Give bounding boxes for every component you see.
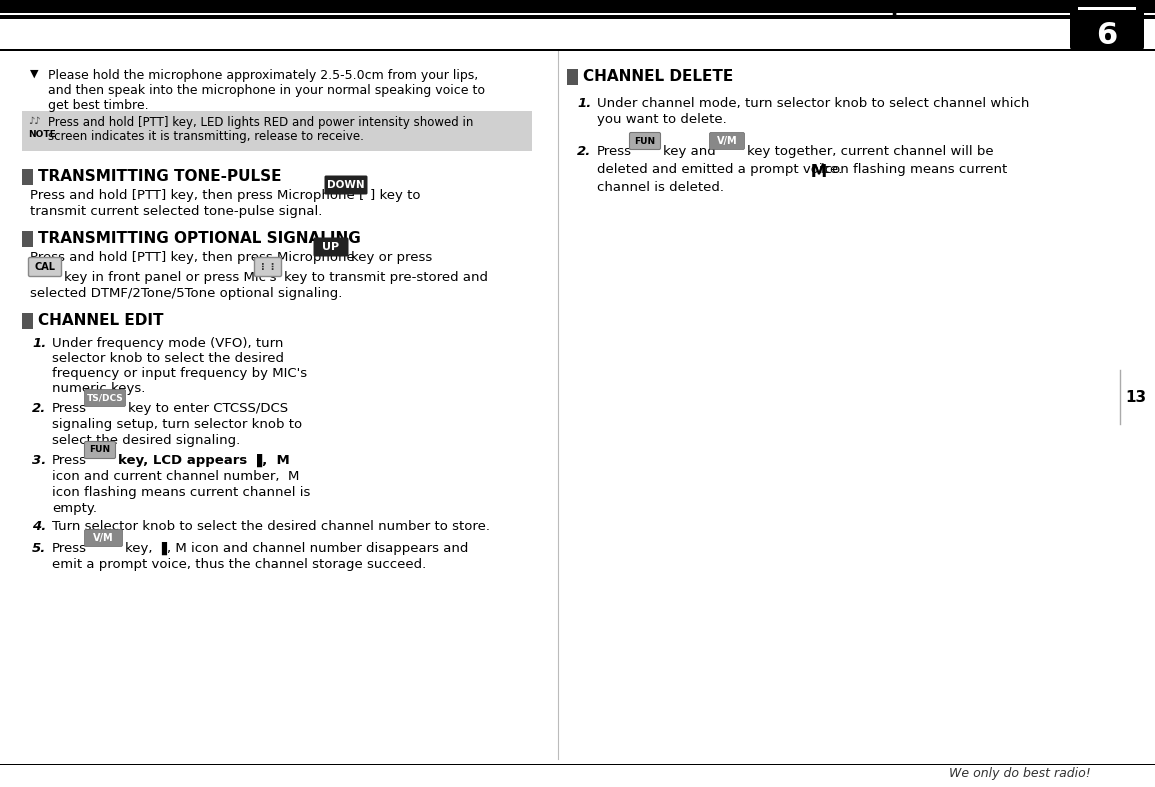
Bar [22,231,33,247]
Text: signaling setup, turn selector knob to: signaling setup, turn selector knob to [52,418,303,431]
Text: Press and hold [PTT] key, then press Microphone: Press and hold [PTT] key, then press Mic… [30,251,355,264]
Text: 2.: 2. [32,402,46,415]
Text: Basic  Operations: Basic Operations [797,0,1004,17]
FancyBboxPatch shape [709,132,745,150]
Text: icon flashing means current channel is: icon flashing means current channel is [52,486,311,499]
Text: Press: Press [52,402,87,415]
Text: 1.: 1. [578,97,591,110]
Text: selector knob to select the desired: selector knob to select the desired [52,352,284,365]
Text: 5.: 5. [32,542,46,555]
Text: TRANSMITTING OPTIONAL SIGNALING: TRANSMITTING OPTIONAL SIGNALING [38,231,360,246]
Text: CAL: CAL [35,262,55,272]
Text: FUN: FUN [89,445,111,455]
Text: 3.: 3. [32,454,46,467]
Text: key to enter CTCSS/DCS: key to enter CTCSS/DCS [128,402,288,415]
FancyBboxPatch shape [629,132,661,150]
FancyBboxPatch shape [84,390,126,407]
Text: Under frequency mode (VFO), turn: Under frequency mode (VFO), turn [52,337,283,350]
Text: FUN: FUN [634,136,656,146]
Text: frequency or input frequency by MIC's: frequency or input frequency by MIC's [52,367,307,380]
Text: key in front panel or press Mic's: key in front panel or press Mic's [64,271,276,284]
Text: key, ▐, M icon and channel number disappears and: key, ▐, M icon and channel number disapp… [125,542,469,556]
Text: Press: Press [52,454,87,467]
Bar [22,313,33,329]
Text: 4.: 4. [32,520,46,533]
Text: ⋮⋮: ⋮⋮ [259,262,277,272]
Text: Press: Press [597,145,632,158]
Text: CHANNEL EDIT: CHANNEL EDIT [38,313,164,328]
Text: TS/DCS: TS/DCS [87,394,124,402]
Text: emit a prompt voice, thus the channel storage succeed.: emit a prompt voice, thus the channel st… [52,558,426,571]
Text: icon and current channel number,  M: icon and current channel number, M [52,470,299,483]
FancyBboxPatch shape [84,530,122,546]
Text: We only do best radio!: We only do best radio! [949,767,1090,781]
Text: deleted and emitted a prompt voice.: deleted and emitted a prompt voice. [597,163,842,176]
Text: screen indicates it is transmitting, release to receive.: screen indicates it is transmitting, rel… [49,130,364,143]
Text: key together, current channel will be: key together, current channel will be [747,145,993,158]
FancyBboxPatch shape [325,176,367,194]
Text: you want to delete.: you want to delete. [597,113,726,126]
Text: V/M: V/M [94,533,114,543]
Text: Press and hold [PTT] key, then press Microphone [: Press and hold [PTT] key, then press Mic… [30,189,364,202]
Text: Press: Press [52,542,87,555]
Text: transmit current selected tone-pulse signal.: transmit current selected tone-pulse sig… [30,205,322,218]
Text: 2.: 2. [578,145,591,158]
Text: key, LCD appears ▐,  M: key, LCD appears ▐, M [118,454,290,467]
Text: Under channel mode, turn selector knob to select channel which: Under channel mode, turn selector knob t… [597,97,1029,110]
Text: TRANSMITTING TONE-PULSE: TRANSMITTING TONE-PULSE [38,169,282,184]
Bar [1120,369,1152,424]
Text: ♪♪: ♪♪ [28,116,40,126]
Text: selected DTMF/2Tone/5Tone optional signaling.: selected DTMF/2Tone/5Tone optional signa… [30,287,342,300]
Bar [0,763,1155,765]
Text: ] key to: ] key to [370,189,420,202]
FancyBboxPatch shape [29,257,61,276]
Text: Turn selector knob to select the desired channel number to store.: Turn selector knob to select the desired… [52,520,490,533]
Text: UP: UP [322,242,340,252]
Text: Press and hold [PTT] key, LED lights RED and power intensity showed in: Press and hold [PTT] key, LED lights RED… [49,116,474,129]
Bar [0,0,1155,13]
Text: key to transmit pre-stored and: key to transmit pre-stored and [284,271,489,284]
Bar [567,69,578,85]
Text: key or press: key or press [351,251,432,264]
Bar [0,49,1155,51]
FancyBboxPatch shape [1070,0,1143,50]
Text: channel is deleted.: channel is deleted. [597,181,724,194]
Text: NOTE: NOTE [28,130,55,139]
Text: 13: 13 [1125,390,1147,405]
Bar [1078,6,1137,10]
Text: empty.: empty. [52,502,97,515]
FancyBboxPatch shape [254,257,282,276]
Text: DOWN: DOWN [327,180,365,190]
Text: ▼: ▼ [30,69,38,79]
Bar [0,15,1155,19]
Text: V/M: V/M [717,136,737,146]
Bar [22,169,33,185]
Text: get best timbre.: get best timbre. [49,99,149,112]
Text: icon flashing means current: icon flashing means current [821,163,1007,176]
Text: M: M [805,163,827,181]
Text: select the desired signaling.: select the desired signaling. [52,434,240,447]
Text: and then speak into the microphone in your normal speaking voice to: and then speak into the microphone in yo… [49,84,485,97]
Bar [22,111,532,151]
Text: 1.: 1. [32,337,46,350]
Text: CHANNEL DELETE: CHANNEL DELETE [583,69,733,84]
Text: numeric keys.: numeric keys. [52,382,146,395]
Text: Please hold the microphone approximately 2.5-5.0cm from your lips,: Please hold the microphone approximately… [49,69,478,82]
Text: 6: 6 [1096,20,1118,50]
FancyBboxPatch shape [84,442,116,459]
FancyBboxPatch shape [313,238,349,257]
Text: key and: key and [663,145,716,158]
